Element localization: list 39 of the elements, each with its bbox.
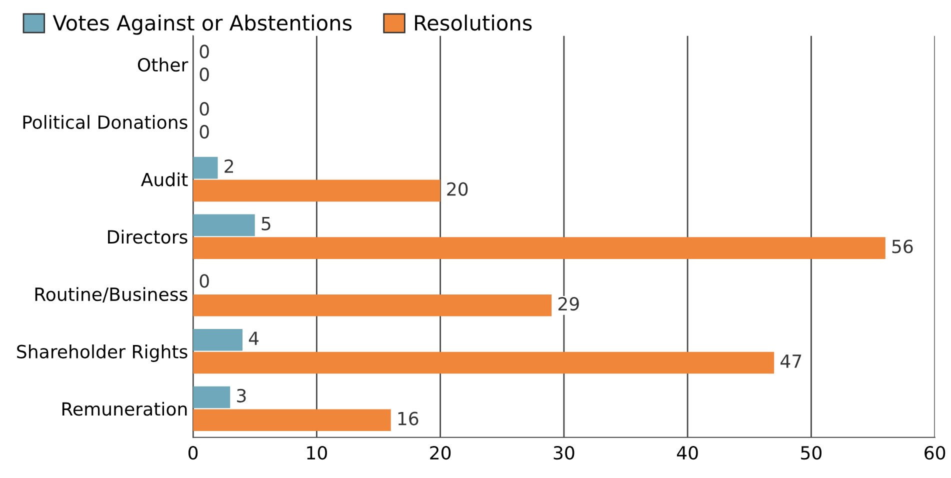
data-label: 56 [892, 240, 913, 254]
data-label: 16 [398, 412, 418, 426]
data-label: 0 [200, 124, 209, 139]
bar [193, 386, 230, 408]
x-tick-label: 30 [554, 446, 574, 460]
legend-label: Resolutions [415, 14, 532, 31]
data-label: 5 [262, 216, 270, 230]
x-tick-label: 60 [924, 446, 946, 460]
data-label: 0 [200, 274, 209, 288]
data-label: 29 [558, 296, 579, 311]
x-tick-label: 0 [188, 446, 198, 460]
legend-label: Votes Against or Abstentions [52, 14, 352, 35]
data-label: 47 [780, 354, 802, 368]
data-label: 2 [224, 159, 234, 173]
data-label: 4 [248, 332, 259, 345]
y-tick-label: Remuneration [62, 402, 187, 416]
x-tick-label: 40 [676, 446, 698, 460]
data-label: 0 [200, 44, 209, 58]
y-tick-label: Audit [140, 172, 188, 186]
bar [193, 294, 552, 316]
bar [193, 180, 440, 202]
bar [193, 237, 886, 259]
data-label: 20 [447, 182, 468, 196]
y-tick-label: Other [138, 58, 188, 72]
y-tick-label: Shareholder Rights [17, 344, 188, 362]
bar [193, 214, 255, 236]
data-label: 0 [200, 102, 209, 116]
bar [193, 409, 391, 432]
y-tick-label: Political Donations [23, 115, 188, 130]
data-label: 0 [200, 68, 209, 82]
x-tick-label: 50 [801, 446, 822, 460]
bar [193, 328, 243, 351]
bar [193, 352, 774, 374]
data-label: 3 [237, 388, 246, 402]
bar [193, 156, 218, 179]
y-tick-label: Directors [108, 230, 188, 244]
x-tick-label: 10 [307, 446, 327, 460]
y-tick-label: Routine/Business [35, 287, 188, 303]
x-tick-label: 20 [430, 446, 451, 460]
